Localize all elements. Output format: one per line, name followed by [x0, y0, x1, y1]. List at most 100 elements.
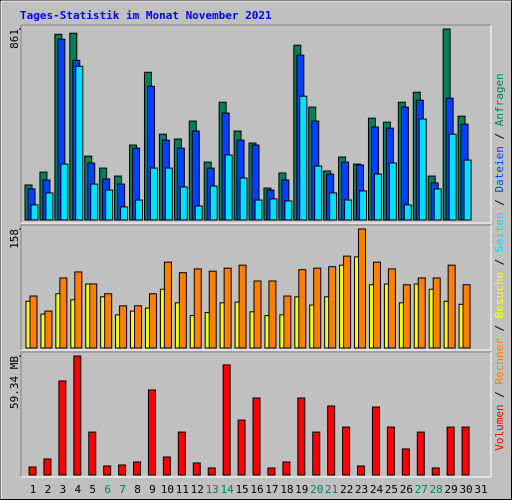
- bar: [313, 267, 322, 349]
- x-tick-label: 25: [385, 483, 398, 496]
- bar: [162, 456, 171, 476]
- x-tick-label: 10: [161, 483, 174, 496]
- bar: [283, 295, 292, 349]
- bar: [284, 200, 293, 221]
- bar: [417, 277, 426, 349]
- bar: [372, 261, 381, 349]
- legend-separator: /: [493, 192, 506, 212]
- bar: [328, 266, 337, 349]
- x-tick-label: 28: [430, 483, 443, 496]
- x-tick-label: 7: [119, 483, 126, 496]
- bar: [252, 397, 261, 476]
- x-tick-label: 18: [280, 483, 293, 496]
- bar: [327, 405, 336, 476]
- bar: [135, 199, 144, 221]
- bar: [297, 397, 306, 476]
- bar: [239, 177, 248, 221]
- bar: [60, 163, 69, 221]
- x-tick-label: 19: [295, 483, 308, 496]
- bar: [268, 280, 277, 349]
- legend-entry: Anfragen: [493, 73, 506, 126]
- bar: [105, 189, 114, 221]
- bar: [447, 264, 456, 349]
- bar: [298, 269, 307, 349]
- legend-entry: Rechner: [493, 338, 506, 385]
- bar: [403, 204, 412, 221]
- bar: [104, 293, 113, 349]
- bar: [149, 167, 158, 221]
- bar: [461, 426, 470, 476]
- bar: [147, 389, 156, 476]
- bar: [342, 426, 351, 476]
- bar: [267, 467, 276, 476]
- bar: [432, 277, 441, 349]
- x-tick-label: 3: [60, 483, 67, 496]
- bar: [43, 458, 52, 476]
- bar: [373, 173, 382, 221]
- legend: Volumen / Rechner / Besuche / Seiten / D…: [493, 73, 506, 451]
- bar: [134, 305, 143, 349]
- bar: [402, 284, 411, 349]
- bar: [312, 431, 321, 476]
- bar: [462, 284, 471, 349]
- bar: [416, 431, 425, 476]
- bar: [359, 190, 368, 221]
- x-tick-label: 12: [191, 483, 204, 496]
- bar: [446, 426, 455, 476]
- y-tick-label: 59.34 MB: [8, 356, 21, 409]
- x-tick-label: 2: [45, 483, 52, 496]
- y-tick-label: 158: [8, 229, 21, 249]
- bar: [30, 204, 39, 221]
- bar: [387, 268, 396, 349]
- x-tick-label: 9: [149, 483, 156, 496]
- bar: [314, 165, 323, 221]
- x-tick-label: 24: [370, 483, 384, 496]
- bar: [103, 465, 112, 476]
- bar: [357, 465, 366, 476]
- bar: [44, 310, 53, 349]
- legend-entry: Besuche: [493, 272, 506, 318]
- bar: [177, 431, 186, 476]
- x-tick-label: 5: [89, 483, 96, 496]
- x-tick-label: 20: [310, 483, 323, 496]
- bar: [400, 106, 409, 221]
- x-tick-label: 27: [415, 483, 428, 496]
- bar: [431, 467, 440, 476]
- x-tick-label: 14: [221, 483, 235, 496]
- x-tick-label: 31: [474, 483, 487, 496]
- bar: [89, 283, 98, 349]
- x-tick-label: 21: [325, 483, 338, 496]
- bar: [209, 185, 218, 221]
- bar: [418, 118, 427, 221]
- bar: [164, 167, 173, 221]
- x-tick-label: 6: [104, 483, 111, 496]
- bar: [207, 467, 216, 476]
- legend-separator: /: [493, 252, 506, 272]
- legend-separator: /: [493, 126, 506, 146]
- x-tick-label: 26: [400, 483, 413, 496]
- x-tick-label: 4: [74, 483, 81, 496]
- bar: [269, 198, 278, 221]
- legend-entry: Dateien: [493, 146, 506, 192]
- bar: [73, 355, 82, 476]
- legend-entry: Volumen: [493, 404, 506, 450]
- x-tick-label: 13: [206, 483, 219, 496]
- bar: [45, 192, 54, 221]
- bar: [223, 267, 232, 349]
- bar: [463, 159, 472, 221]
- bar: [163, 261, 172, 349]
- x-tick-label: 8: [134, 483, 141, 496]
- bar: [344, 199, 353, 221]
- bar: [237, 419, 246, 476]
- x-tick-label: 17: [265, 483, 278, 496]
- bar: [120, 206, 129, 221]
- bar: [148, 293, 157, 349]
- bar: [358, 228, 367, 349]
- x-tick-label: 15: [235, 483, 248, 496]
- bar: [28, 466, 37, 476]
- bar: [224, 154, 233, 221]
- bar: [222, 364, 231, 476]
- bar: [448, 133, 457, 221]
